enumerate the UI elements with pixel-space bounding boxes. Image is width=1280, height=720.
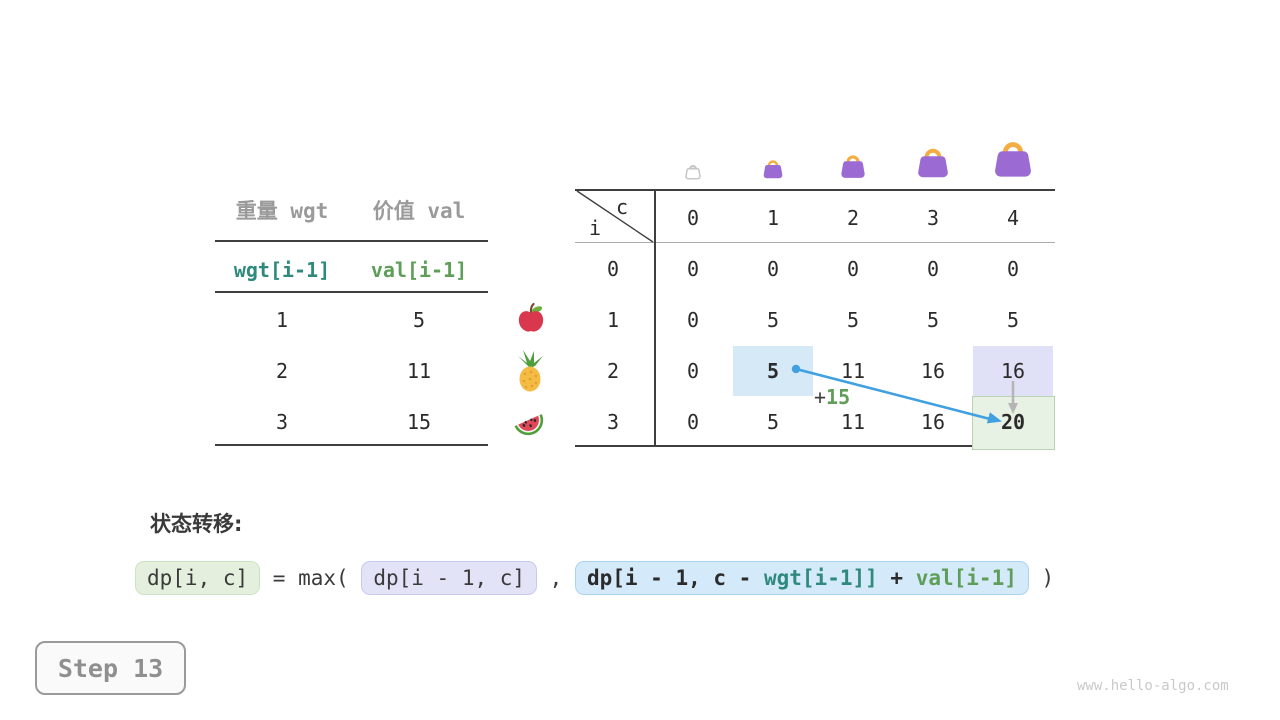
dp-col-header: 4 bbox=[1006, 206, 1020, 230]
bag-large-icon bbox=[914, 142, 952, 184]
formula-arg2-pill: dp[i - 1, c - wgt[i-1]] + val[i-1] bbox=[574, 561, 1029, 595]
item-wgt-value: 3 bbox=[275, 410, 289, 434]
items-table-header-val: 价值 val bbox=[372, 199, 466, 223]
dp-cell: 5 bbox=[926, 308, 940, 332]
bag-empty-icon bbox=[684, 162, 702, 184]
bag-medium-icon bbox=[838, 150, 868, 184]
items-table-val-index-label: val[i-1] bbox=[370, 258, 468, 282]
step-badge: Step 13 bbox=[35, 641, 186, 695]
dp-cell: 16 bbox=[920, 359, 946, 383]
formula-arg2-prefix: dp[i - 1, c - bbox=[586, 566, 764, 590]
formula-arg2-plus: + bbox=[877, 566, 916, 590]
dp-row-header: 2 bbox=[606, 359, 620, 383]
dp-col-header: 0 bbox=[686, 206, 700, 230]
apple-icon bbox=[513, 301, 549, 341]
dp-corner-row-label: i bbox=[589, 216, 602, 240]
items-table-line-top bbox=[215, 240, 488, 242]
dp-cell-result: 20 bbox=[1000, 410, 1026, 434]
dp-cell: 5 bbox=[766, 410, 780, 434]
dp-cell-source: 5 bbox=[766, 359, 780, 383]
dp-cell: 5 bbox=[1006, 308, 1020, 332]
watermelon-icon bbox=[508, 402, 550, 446]
items-table-line-bottom bbox=[215, 444, 488, 446]
transition-annotation: +15 bbox=[814, 385, 850, 409]
items-table-header-wgt: 重量 wgt bbox=[235, 199, 329, 223]
dp-cell: 5 bbox=[766, 308, 780, 332]
items-table-wgt-index-label: wgt[i-1] bbox=[233, 258, 331, 282]
dp-table-line-vertical bbox=[654, 189, 656, 447]
dp-table-line-bottom bbox=[575, 445, 1055, 447]
step-badge-label: Step 13 bbox=[57, 653, 164, 683]
dp-col-header: 1 bbox=[766, 206, 780, 230]
dp-cell-compare: 16 bbox=[1000, 359, 1026, 383]
item-val-value: 15 bbox=[406, 410, 432, 434]
formula-lhs-pill: dp[i, c] bbox=[135, 561, 261, 595]
dp-cell: 0 bbox=[1006, 257, 1020, 281]
dp-cell: 0 bbox=[686, 359, 700, 383]
item-val-value: 5 bbox=[412, 308, 426, 332]
dp-cell: 0 bbox=[766, 257, 780, 281]
formula-arg2-wgt: wgt[i-1]] bbox=[763, 566, 878, 590]
formula-arg2-val: val[i-1] bbox=[915, 566, 1017, 590]
watermark: www.hello-algo.com bbox=[1077, 678, 1229, 694]
formula-close-paren: ) bbox=[1028, 566, 1055, 590]
state-transition-formula: dp[i, c] = max( dp[i - 1, c] , dp[i - 1,… bbox=[135, 561, 1054, 595]
item-wgt-value: 1 bbox=[275, 308, 289, 332]
items-table-line-mid bbox=[215, 291, 488, 293]
bag-xlarge-icon bbox=[990, 134, 1036, 184]
dp-row-header: 3 bbox=[606, 410, 620, 434]
dp-cell: 0 bbox=[846, 257, 860, 281]
formula-heading: 状态转移: bbox=[150, 512, 243, 536]
dp-col-header: 2 bbox=[846, 206, 860, 230]
item-val-value: 11 bbox=[406, 359, 432, 383]
dp-row-header: 1 bbox=[606, 308, 620, 332]
dp-row-header: 0 bbox=[606, 257, 620, 281]
dp-cell: 0 bbox=[926, 257, 940, 281]
dp-cell: 16 bbox=[920, 410, 946, 434]
formula-comma: , bbox=[537, 566, 575, 590]
bag-small-icon bbox=[761, 156, 785, 184]
formula-eq-max: = max( bbox=[260, 566, 362, 590]
added-value: 15 bbox=[826, 385, 851, 409]
dp-cell: 0 bbox=[686, 308, 700, 332]
dp-table-line-header bbox=[575, 242, 1055, 243]
dp-cell: 5 bbox=[846, 308, 860, 332]
dp-corner-col-label: c bbox=[616, 195, 629, 219]
plus-sign: + bbox=[814, 385, 827, 409]
formula-arg1-pill: dp[i - 1, c] bbox=[361, 561, 538, 595]
pineapple-icon bbox=[512, 348, 550, 398]
dp-cell: 0 bbox=[686, 257, 700, 281]
dp-col-header: 3 bbox=[926, 206, 940, 230]
item-wgt-value: 2 bbox=[275, 359, 289, 383]
dp-cell: 0 bbox=[686, 410, 700, 434]
dp-table-line-top bbox=[575, 189, 1055, 191]
